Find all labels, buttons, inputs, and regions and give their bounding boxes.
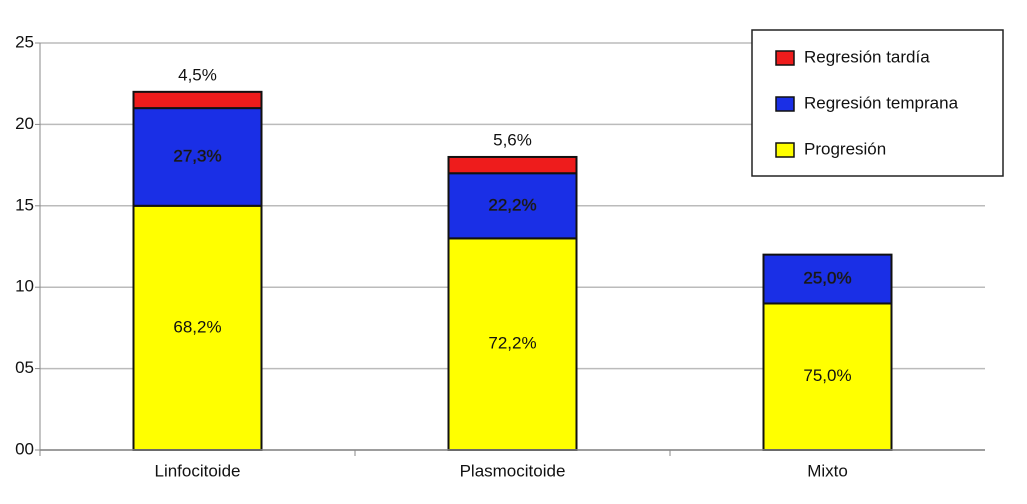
data-label: 25,0%	[803, 269, 851, 288]
bar-segment	[132, 204, 263, 451]
bar-segment	[447, 237, 578, 451]
y-tick-label: 05	[15, 358, 34, 377]
legend-swatch	[775, 142, 795, 158]
y-tick-label: 25	[15, 32, 34, 51]
y-tick-label: 15	[15, 195, 34, 214]
data-label: 22,2%	[488, 195, 536, 214]
bar-segment	[132, 107, 263, 207]
legend-swatch	[775, 50, 795, 66]
legend-label: Progresión	[804, 139, 886, 158]
x-tick-label: Linfocitoide	[154, 461, 240, 480]
legend-label: Regresión temprana	[804, 93, 959, 112]
bar-segment	[762, 302, 893, 452]
x-tick-label: Plasmocitoide	[460, 461, 566, 480]
y-tick-label: 00	[15, 439, 34, 458]
y-tick-label: 10	[15, 277, 34, 296]
data-label: 27,3%	[173, 146, 221, 165]
data-label: 68,2%	[173, 317, 221, 336]
bar-segment	[132, 90, 263, 110]
data-label: 75,0%	[803, 366, 851, 385]
data-label: 5,6%	[493, 130, 532, 149]
bar-segment	[447, 155, 578, 175]
bar-segment	[762, 253, 893, 305]
data-label: 4,5%	[178, 65, 217, 84]
y-tick-label: 20	[15, 114, 34, 133]
data-label: 72,2%	[488, 334, 536, 353]
x-tick-label: Mixto	[807, 461, 848, 480]
legend-label: Regresión tardía	[804, 47, 930, 66]
legend-swatch	[775, 96, 795, 112]
bar-segment	[447, 172, 578, 240]
